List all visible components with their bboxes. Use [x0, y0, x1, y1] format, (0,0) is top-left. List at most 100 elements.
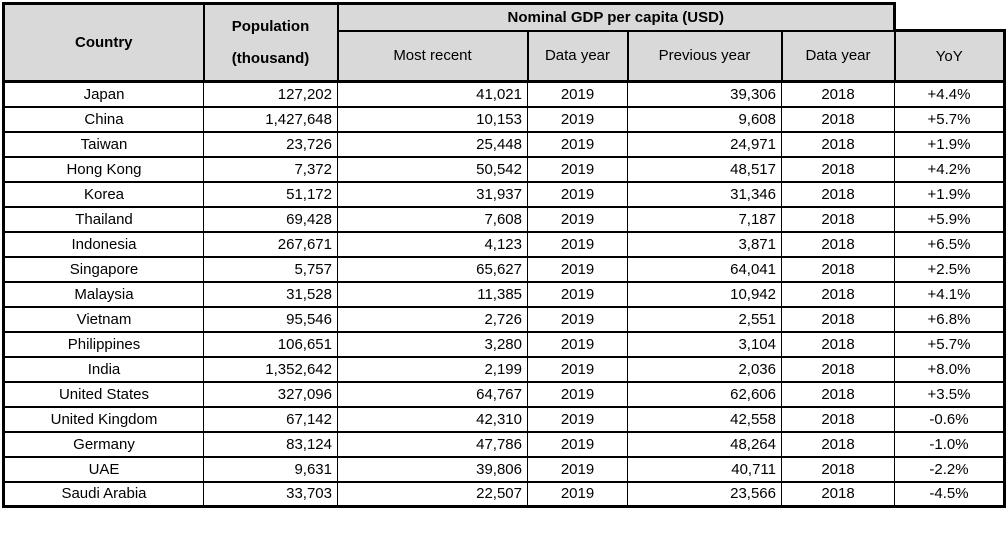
cell-data-year-2: 2018 — [781, 405, 895, 433]
cell-most-recent: 2,726 — [337, 305, 528, 333]
header-country: Country — [2, 2, 205, 83]
cell-most-recent: 64,767 — [337, 380, 528, 408]
cell-population: 7,372 — [203, 155, 338, 183]
cell-data-year-2: 2018 — [781, 80, 895, 108]
cell-population: 83,124 — [203, 430, 338, 458]
cell-country: Saudi Arabia — [2, 480, 204, 508]
cell-most-recent: 11,385 — [337, 280, 528, 308]
cell-country: Vietnam — [2, 305, 204, 333]
cell-country: Philippines — [2, 330, 204, 358]
cell-population: 67,142 — [203, 405, 338, 433]
cell-data-year-2: 2018 — [781, 155, 895, 183]
cell-previous-year: 48,264 — [627, 430, 782, 458]
cell-data-year-2: 2018 — [781, 455, 895, 483]
cell-country: Korea — [2, 180, 204, 208]
table-row: Vietnam 95,546 2,726 2019 2,551 2018 +6.… — [2, 305, 1006, 333]
cell-yoy: +5.7% — [894, 330, 1006, 358]
header-yoy: YoY — [893, 29, 1006, 83]
table-row: United States 327,096 64,767 2019 62,606… — [2, 380, 1006, 408]
cell-population: 23,726 — [203, 130, 338, 158]
cell-most-recent: 10,153 — [337, 105, 528, 133]
header-data-year-2: Data year — [780, 29, 896, 83]
cell-most-recent: 42,310 — [337, 405, 528, 433]
cell-data-year-1: 2019 — [527, 255, 628, 283]
cell-data-year-1: 2019 — [527, 380, 628, 408]
cell-country: Malaysia — [2, 280, 204, 308]
table-row: India 1,352,642 2,199 2019 2,036 2018 +8… — [2, 355, 1006, 383]
header-most-recent: Most recent — [336, 29, 529, 83]
cell-data-year-1: 2019 — [527, 205, 628, 233]
cell-population: 106,651 — [203, 330, 338, 358]
cell-yoy: -4.5% — [894, 480, 1006, 508]
cell-country: Japan — [2, 80, 204, 108]
cell-yoy: +4.1% — [894, 280, 1006, 308]
cell-previous-year: 62,606 — [627, 380, 782, 408]
cell-data-year-2: 2018 — [781, 480, 895, 508]
table-row: Germany 83,124 47,786 2019 48,264 2018 -… — [2, 430, 1006, 458]
cell-most-recent: 41,021 — [337, 80, 528, 108]
cell-population: 127,202 — [203, 80, 338, 108]
cell-population: 267,671 — [203, 230, 338, 258]
header-population-line1: Population — [231, 17, 310, 35]
cell-yoy: +4.4% — [894, 80, 1006, 108]
cell-population: 1,427,648 — [203, 105, 338, 133]
table-row: UAE 9,631 39,806 2019 40,711 2018 -2.2% — [2, 455, 1006, 483]
table-row: Saudi Arabia 33,703 22,507 2019 23,566 2… — [2, 480, 1006, 508]
cell-yoy: +5.9% — [894, 205, 1006, 233]
table-row: Japan 127,202 41,021 2019 39,306 2018 +4… — [2, 80, 1006, 108]
cell-yoy: +6.8% — [894, 305, 1006, 333]
cell-most-recent: 22,507 — [337, 480, 528, 508]
cell-data-year-1: 2019 — [527, 130, 628, 158]
cell-country: Thailand — [2, 205, 204, 233]
table-row: Malaysia 31,528 11,385 2019 10,942 2018 … — [2, 280, 1006, 308]
cell-most-recent: 25,448 — [337, 130, 528, 158]
cell-country: Hong Kong — [2, 155, 204, 183]
cell-data-year-2: 2018 — [781, 280, 895, 308]
cell-previous-year: 24,971 — [627, 130, 782, 158]
cell-previous-year: 2,036 — [627, 355, 782, 383]
cell-data-year-1: 2019 — [527, 455, 628, 483]
cell-yoy: +8.0% — [894, 355, 1006, 383]
cell-data-year-2: 2018 — [781, 330, 895, 358]
cell-previous-year: 3,104 — [627, 330, 782, 358]
cell-data-year-2: 2018 — [781, 180, 895, 208]
table-body: Japan 127,202 41,021 2019 39,306 2018 +4… — [2, 80, 1006, 508]
cell-previous-year: 10,942 — [627, 280, 782, 308]
cell-previous-year: 7,187 — [627, 205, 782, 233]
cell-previous-year: 9,608 — [627, 105, 782, 133]
header-population-line2: (thousand) — [231, 49, 310, 67]
cell-data-year-2: 2018 — [781, 305, 895, 333]
cell-population: 31,528 — [203, 280, 338, 308]
cell-yoy: -1.0% — [894, 430, 1006, 458]
cell-data-year-1: 2019 — [527, 355, 628, 383]
cell-previous-year: 40,711 — [627, 455, 782, 483]
table-row: Taiwan 23,726 25,448 2019 24,971 2018 +1… — [2, 130, 1006, 158]
cell-data-year-2: 2018 — [781, 130, 895, 158]
header-gdp-group: Nominal GDP per capita (USD) — [336, 2, 896, 32]
cell-country: United Kingdom — [2, 405, 204, 433]
table-row: Singapore 5,757 65,627 2019 64,041 2018 … — [2, 255, 1006, 283]
cell-population: 9,631 — [203, 455, 338, 483]
cell-most-recent: 31,937 — [337, 180, 528, 208]
cell-data-year-1: 2019 — [527, 155, 628, 183]
cell-population: 95,546 — [203, 305, 338, 333]
cell-yoy: +2.5% — [894, 255, 1006, 283]
cell-country: UAE — [2, 455, 204, 483]
cell-previous-year: 3,871 — [627, 230, 782, 258]
cell-country: China — [2, 105, 204, 133]
cell-data-year-1: 2019 — [527, 480, 628, 508]
cell-population: 1,352,642 — [203, 355, 338, 383]
cell-yoy: -2.2% — [894, 455, 1006, 483]
cell-yoy: +3.5% — [894, 380, 1006, 408]
cell-data-year-2: 2018 — [781, 255, 895, 283]
cell-population: 51,172 — [203, 180, 338, 208]
cell-yoy: +4.2% — [894, 155, 1006, 183]
cell-data-year-2: 2018 — [781, 355, 895, 383]
header-previous-year: Previous year — [626, 29, 783, 83]
cell-data-year-1: 2019 — [527, 105, 628, 133]
cell-most-recent: 4,123 — [337, 230, 528, 258]
header-population: Population (thousand) — [202, 2, 339, 83]
table-row: Thailand 69,428 7,608 2019 7,187 2018 +5… — [2, 205, 1006, 233]
cell-country: Indonesia — [2, 230, 204, 258]
